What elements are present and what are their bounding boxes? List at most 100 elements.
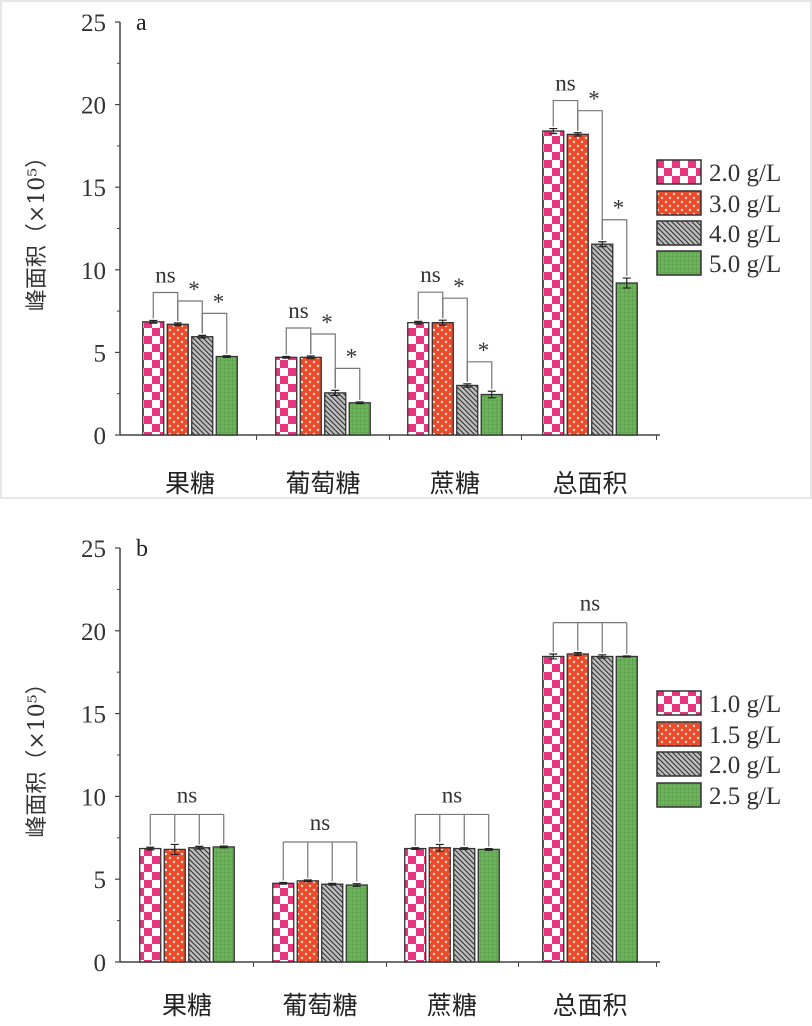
bar-dots <box>566 133 589 436</box>
legend-swatch-grid <box>656 782 702 808</box>
bar-dots <box>166 323 189 436</box>
y-tick-label: 5 <box>94 340 107 367</box>
y-tick-label: 25 <box>81 536 106 563</box>
significance-label: ns <box>580 591 601 616</box>
error-bar <box>222 355 231 358</box>
bar-dots <box>163 848 186 963</box>
significance-bracket <box>334 367 361 400</box>
bar-checker <box>275 356 298 436</box>
significance-bracket <box>310 333 336 389</box>
legend-swatch-hatch <box>656 220 702 246</box>
legend-swatch-grid <box>656 250 702 276</box>
bar-hatch <box>591 655 614 963</box>
significance-label: ns <box>442 782 463 807</box>
bar-checker <box>542 655 565 963</box>
error-bar <box>549 127 558 135</box>
error-bar <box>355 401 364 405</box>
y-tick-label: 15 <box>81 175 106 202</box>
bar-checker <box>542 130 565 436</box>
bar-hatch <box>188 847 211 963</box>
significance-bracket <box>152 291 179 321</box>
legend-label: 2.0 g/L <box>709 752 781 779</box>
bar-grid <box>477 848 500 963</box>
error-bar <box>435 843 444 852</box>
significance-label: * <box>321 310 333 335</box>
legend-swatch-dots <box>656 721 702 747</box>
error-bar <box>487 390 496 399</box>
bar-hatch <box>191 336 214 436</box>
bar-grid <box>615 655 638 963</box>
y-tick-label: 10 <box>81 784 106 811</box>
legend-label: 1.0 g/L <box>709 691 781 718</box>
error-bar <box>149 319 158 324</box>
significance-label: ns <box>288 298 309 323</box>
significance-bracket <box>414 813 490 847</box>
error-bar <box>414 320 423 325</box>
significance-label: ns <box>555 71 576 96</box>
error-bar <box>484 847 493 851</box>
y-tick-label: 0 <box>94 423 107 450</box>
bar-hatch <box>453 847 476 963</box>
error-bar <box>306 355 315 360</box>
significance-label: * <box>346 344 358 369</box>
panel-letter: b <box>136 536 148 562</box>
error-bar <box>331 389 340 396</box>
error-bar <box>195 845 204 850</box>
significance-label: ns <box>420 262 441 287</box>
y-axis-label: 峰面积（×10⁵） <box>25 672 50 837</box>
bar-dots <box>431 322 454 436</box>
error-bar <box>352 883 361 887</box>
legend-swatch-checker <box>656 159 702 185</box>
y-tick-label: 15 <box>81 702 106 729</box>
error-bar <box>438 319 447 326</box>
bar-hatch <box>324 392 347 436</box>
significance-bracket <box>149 813 225 846</box>
legend-label: 2.5 g/L <box>709 783 781 810</box>
bar-dots <box>296 880 319 963</box>
error-bar <box>198 334 207 339</box>
significance-bracket <box>285 327 312 355</box>
bar-grid <box>212 846 235 963</box>
significance-bracket <box>577 110 603 240</box>
panel-a-frame <box>0 0 812 499</box>
significance-bracket <box>466 361 493 390</box>
error-bar <box>219 845 228 849</box>
bar-dots <box>566 653 589 963</box>
y-tick-label: 20 <box>81 93 106 120</box>
error-bar <box>573 652 582 656</box>
significance-bracket <box>282 841 358 882</box>
y-tick-label: 0 <box>94 950 107 977</box>
significance-label: * <box>478 338 490 363</box>
significance-label: ns <box>310 810 331 835</box>
error-bar <box>279 881 288 885</box>
legend-label: 1.5 g/L <box>709 722 781 749</box>
bar-grid <box>615 282 638 436</box>
significance-bracket <box>201 312 228 354</box>
legend-swatch-dots <box>656 190 702 216</box>
error-bar <box>170 843 179 855</box>
legend-label: 4.0 g/L <box>709 221 781 248</box>
significance-label: * <box>213 289 225 314</box>
error-bar <box>622 655 631 658</box>
error-bar <box>549 653 558 660</box>
significance-label: ns <box>177 782 198 807</box>
bar-hatch <box>321 883 344 963</box>
panel-letter: a <box>136 10 147 36</box>
x-category-label: 蔗糖 <box>430 469 480 498</box>
significance-bracket <box>552 99 579 131</box>
legend-label: 2.0 g/L <box>709 160 781 187</box>
significance-label: ns <box>155 263 176 288</box>
y-axis-label: 峰面积（×10⁵） <box>25 146 50 311</box>
bar-hatch <box>456 384 479 436</box>
error-bar <box>598 241 607 248</box>
error-bar <box>303 879 312 883</box>
error-bar <box>282 355 291 359</box>
panel-a: 0 5 10 15 20 25 峰面积（×10⁵） a 果糖 葡萄糖 蔗糖 总面积 ns * * ns * * ns… <box>25 10 781 498</box>
panel-b: 0 5 10 15 20 25 峰面积（×10⁵） b 果糖 葡萄糖 蔗糖 总面积 ns ns ns ns 1.… <box>25 536 781 1020</box>
x-category-label: 总面积 <box>552 991 627 1020</box>
x-category-label: 果糖 <box>162 991 212 1020</box>
error-bar <box>328 882 337 886</box>
x-category-label: 葡萄糖 <box>282 991 357 1020</box>
